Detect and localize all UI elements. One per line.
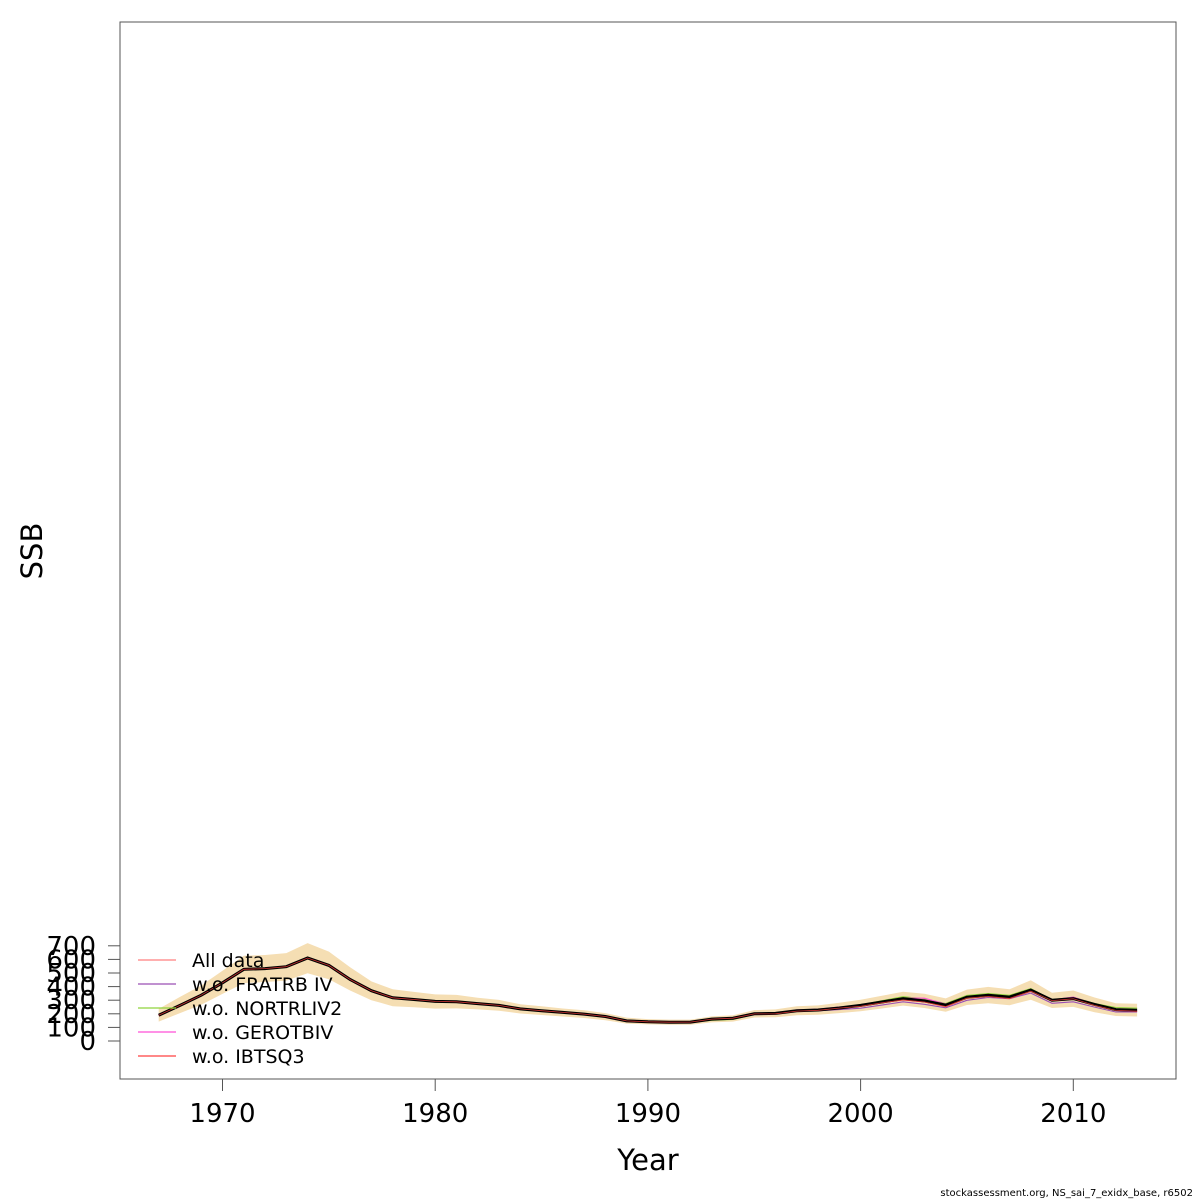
y-tick-label-100: 100 — [46, 1013, 96, 1043]
plot-frame — [119, 21, 1177, 1080]
legend-label: All data — [192, 950, 264, 972]
y-tick-label-300: 300 — [46, 986, 96, 1016]
y-tick-label-0: 0 — [79, 1027, 96, 1057]
x-tick-label-1970: 1970 — [189, 1099, 255, 1129]
legend-item: w.o. IBTSQ3 — [138, 1046, 305, 1068]
main-line-layer — [158, 956, 1138, 1024]
confidence-band — [158, 943, 1138, 1025]
y-tick-label-700: 700 — [46, 932, 96, 962]
legend-label: w.o. GEROTBIV — [192, 1022, 333, 1044]
footer-credit: stockassessment.org, NS_sai_7_exidx_base… — [940, 1188, 1193, 1199]
legend-label: w.o. IBTSQ3 — [192, 1046, 305, 1068]
y-tick-label-400: 400 — [46, 973, 96, 1003]
y-axis-title: SSB — [15, 523, 49, 580]
x-tick-label-1990: 1990 — [615, 1099, 681, 1129]
x-axis-title: Year — [616, 1143, 678, 1177]
x-tick-label-2010: 2010 — [1040, 1099, 1106, 1129]
legend-label: w.o. FRATRB IV — [192, 974, 333, 996]
legend-item: w.o. NORTRLIV2 — [138, 998, 342, 1020]
x-axis: 1970 1980 1990 2000 2010 — [158, 1078, 1138, 1129]
x-tick-label-2000: 2000 — [828, 1099, 894, 1129]
series-line-overlay — [158, 957, 1138, 1023]
legend-item: w.o. FRATRB IV — [138, 974, 333, 996]
y-tick-label-500: 500 — [46, 959, 96, 989]
x-tick-label-1980: 1980 — [402, 1099, 468, 1129]
legend-item: w.o. GEROTBIV — [138, 1022, 333, 1044]
confidence-band-layer — [158, 943, 1138, 1025]
y-tick-label-600: 600 — [46, 945, 96, 975]
y-tick-label-200: 200 — [46, 1000, 96, 1030]
legend-label: w.o. NORTRLIV2 — [192, 998, 342, 1020]
legend-item: All data — [138, 950, 264, 972]
